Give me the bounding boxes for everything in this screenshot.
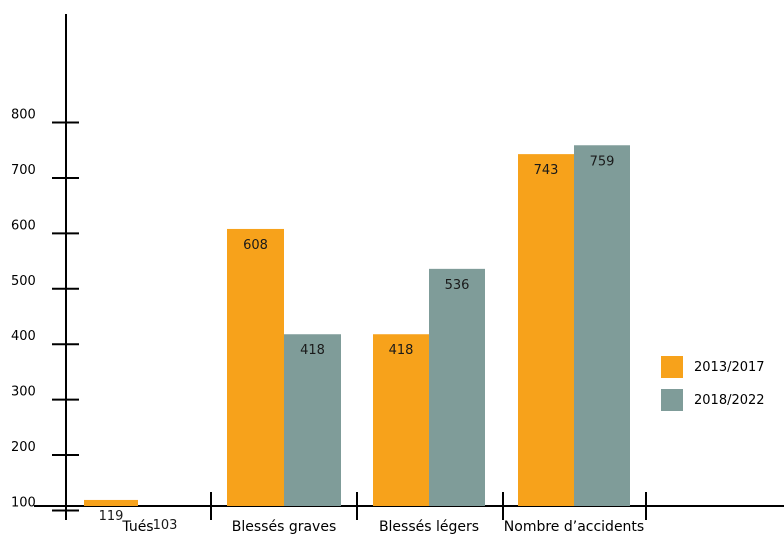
y-tick-label: 500 (11, 274, 36, 289)
bar-2018-2022 (429, 268, 485, 506)
y-tick-label: 800 (11, 108, 36, 123)
bar-2013-2017 (518, 154, 574, 506)
bar-2013-2017 (227, 228, 284, 506)
bar-2013-2017 (84, 499, 138, 506)
legend: 2013/2017 2018/2022 (661, 356, 765, 411)
y-tick-label: 100 (11, 495, 36, 510)
legend-swatch (661, 356, 683, 378)
bar-value-label: 608 (243, 238, 268, 253)
bar-value-label: 119 (99, 509, 124, 524)
y-tick-label: 700 (11, 163, 36, 178)
x-category-label: Blessés graves (232, 519, 336, 535)
bar-value-label: 536 (445, 278, 470, 293)
x-category-label: Blessés légers (379, 519, 479, 535)
bar-2018-2022 (574, 145, 630, 506)
bar-value-label: 103 (153, 518, 178, 533)
y-tick-label: 300 (11, 385, 36, 400)
bar-value-label: 743 (534, 163, 559, 178)
legend-label: 2013/2017 (694, 360, 765, 375)
x-ticks-group: Tués Blessés graves Blessés légers Nombre d… (121, 492, 647, 535)
bar-2013-2017 (373, 334, 429, 506)
bar-value-label: 759 (590, 154, 615, 169)
x-category-label: Tués (121, 519, 153, 535)
legend-label: 2018/2022 (694, 393, 765, 408)
bar-value-label: 418 (300, 343, 325, 358)
bars-group: 119 608 418 743 103 418 536 759 (84, 145, 630, 533)
y-tick-label: 400 (11, 329, 36, 344)
x-category-label: Nombre d’accidents (504, 519, 644, 535)
y-ticks-group: 100 200 300 400 500 600 700 800 (11, 108, 79, 512)
y-tick-label: 600 (11, 218, 36, 233)
y-tick-label: 200 (11, 440, 36, 455)
legend-swatch (661, 389, 683, 411)
bar-value-label: 418 (389, 343, 414, 358)
bar-2018-2022 (284, 334, 341, 506)
